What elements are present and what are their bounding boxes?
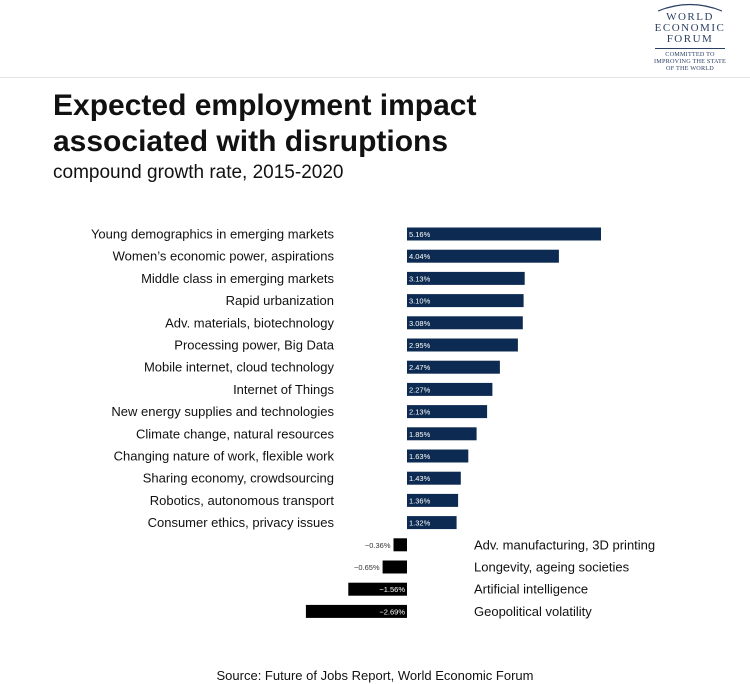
chart-subtitle: compound growth rate, 2015-2020 [53,162,344,183]
logo-tagline-2: IMPROVING THE STATE [654,58,726,65]
bar-8 [407,405,488,419]
category-label-14: Adv. manufacturing, 3D printing [474,537,655,552]
bar-7 [407,382,493,396]
logo-line-3: FORUM [666,33,714,45]
chart-title: Expected employment impact associated wi… [53,89,477,158]
value-label-5: 2.95% [409,341,431,350]
logo-tagline-3: OF THE WORLD [666,65,714,72]
category-label-10: Changing nature of work, flexible work [114,449,335,464]
category-label-0: Young demographics in emerging markets [91,227,335,242]
category-label-7: Internet of Things [233,382,334,397]
value-label-16: −1.56% [379,585,405,594]
bar-16 [348,582,407,596]
value-label-6: 2.47% [409,363,431,372]
value-label-9: 1.85% [409,430,431,439]
value-label-12: 1.36% [409,496,431,505]
bar-12 [407,493,459,507]
header-band [0,0,750,77]
value-label-11: 1.43% [409,474,431,483]
bar-13 [407,516,457,530]
value-label-15: −0.65% [354,563,380,572]
value-label-7: 2.27% [409,385,431,394]
category-label-15: Longevity, ageing societies [474,560,630,575]
logo-tagline-1: COMMITTED TO [665,51,715,58]
category-label-16: Artificial intelligence [474,582,588,597]
bar-6 [407,360,500,374]
category-label-12: Robotics, autonomous transport [150,493,335,508]
category-label-8: New energy supplies and technologies [111,404,334,419]
category-label-2: Middle class in emerging markets [141,271,334,286]
bar-10 [407,449,469,463]
logo-line-2: ECONOMIC [654,22,726,34]
logo-rule [655,48,725,49]
value-label-10: 1.63% [409,452,431,461]
bar-15 [382,560,407,574]
category-label-5: Processing power, Big Data [174,338,334,353]
bar-3 [407,294,524,308]
source-note: Source: Future of Jobs Report, World Eco… [216,668,534,683]
bar-chart: 5.16% Young demographics in emerging mark… [91,227,655,619]
value-label-4: 3.08% [409,319,431,328]
bar-11 [407,471,461,485]
bar-0 [407,227,601,241]
value-label-0: 5.16% [409,230,431,239]
wef-logo: WORLD ECONOMIC FORUM COMMITTED TO IMPROV… [640,2,740,72]
value-label-8: 2.13% [409,408,431,417]
bar-17 [305,604,407,618]
category-label-17: Geopolitical volatility [474,604,592,619]
logo-arc-icon [657,3,723,12]
category-label-9: Climate change, natural resources [136,426,334,441]
bar-1 [407,249,559,263]
category-label-13: Consumer ethics, privacy issues [148,515,335,530]
bar-2 [407,271,525,285]
value-label-3: 3.10% [409,297,431,306]
category-label-1: Women’s economic power, aspirations [113,249,335,264]
value-label-13: 1.32% [409,519,431,528]
category-label-3: Rapid urbanization [226,293,334,308]
bar-14 [393,538,407,552]
category-label-6: Mobile internet, cloud technology [144,360,335,375]
logo-line-1: WORLD [666,11,714,23]
bar-5 [407,338,518,352]
category-label-4: Adv. materials, biotechnology [165,315,334,330]
bar-4 [407,316,523,330]
value-label-1: 4.04% [409,252,431,261]
category-label-11: Sharing economy, crowdsourcing [143,471,334,486]
value-label-14: −0.36% [365,541,391,550]
value-label-17: −2.69% [379,607,405,616]
bar-9 [407,427,477,441]
value-label-2: 3.13% [409,274,431,283]
header-divider [0,77,750,78]
